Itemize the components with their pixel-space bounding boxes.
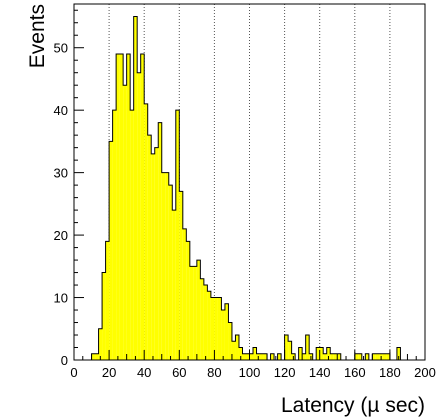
histogram-bar — [168, 185, 173, 360]
histogram-bar — [224, 303, 229, 360]
x-tick-label: 80 — [207, 365, 221, 380]
histogram-bar — [238, 347, 243, 360]
histogram-bar — [358, 353, 362, 360]
y-tick-label: 20 — [54, 228, 68, 243]
histogram-bar — [288, 341, 292, 360]
histogram-bar — [323, 353, 327, 360]
histogram-bar — [372, 353, 376, 360]
x-tick-label: 140 — [309, 365, 331, 380]
histogram-bar — [186, 241, 190, 360]
histogram-bar — [375, 353, 380, 360]
histogram-bar — [260, 353, 264, 360]
y-tick-label: 30 — [54, 166, 68, 181]
histogram-bar — [144, 103, 148, 361]
histogram-bar — [217, 297, 222, 360]
histogram-bar — [102, 272, 106, 360]
y-tick-label: 0 — [61, 353, 68, 368]
x-tick-label: 40 — [137, 365, 151, 380]
x-tick-label: 200 — [414, 365, 436, 380]
histogram-bar — [263, 353, 268, 360]
axis-ticks: 0 20 40 60 80 100 120 140 160 180 200 0 10 20 30 40 50 — [54, 9, 436, 380]
histogram-bar — [365, 353, 369, 360]
histogram-bar — [228, 322, 232, 360]
histogram-bar — [235, 335, 239, 360]
histogram-bar — [207, 291, 211, 360]
histogram-bar — [231, 341, 236, 360]
histogram-bars — [91, 15, 408, 361]
histogram-bar — [91, 353, 96, 360]
x-tick-label: 60 — [172, 365, 186, 380]
histogram-bar — [158, 122, 162, 361]
histogram-bar — [165, 172, 169, 360]
histogram-bar — [140, 53, 145, 361]
histogram-bar — [200, 278, 204, 360]
histogram-bar — [382, 353, 387, 360]
histogram-bar — [298, 347, 303, 360]
x-tick-label: 0 — [70, 365, 77, 380]
histogram-bar — [172, 210, 176, 360]
histogram-bar — [270, 353, 275, 360]
histogram-bar — [319, 347, 324, 360]
histogram-bar — [95, 353, 99, 360]
histogram-bar — [151, 153, 155, 360]
histogram-bar — [249, 353, 254, 360]
histogram-bar — [386, 353, 390, 360]
y-tick-label: 40 — [54, 103, 68, 118]
histogram-bar — [130, 110, 134, 360]
y-tick-label: 50 — [54, 41, 68, 56]
x-tick-label: 160 — [344, 365, 366, 380]
histogram-bar — [154, 147, 159, 360]
histogram-bar — [109, 141, 113, 360]
histogram-bar — [137, 72, 141, 360]
y-tick-label: 10 — [54, 291, 68, 306]
histogram-bar — [105, 241, 110, 360]
histogram-bar — [119, 53, 124, 361]
histogram-bar — [203, 285, 208, 360]
histogram-bar — [305, 335, 310, 360]
histogram-bar — [316, 347, 320, 360]
histogram-bar — [175, 110, 180, 360]
histogram-bar — [161, 172, 166, 360]
histogram-bar — [245, 353, 250, 360]
histogram-bar — [182, 228, 187, 360]
histogram-bar — [147, 135, 152, 360]
histogram-bar — [133, 16, 138, 360]
x-axis-title: Latency (µ sec) — [281, 394, 425, 417]
histogram-bar — [253, 347, 257, 360]
x-tick-label: 120 — [274, 365, 296, 380]
histogram-bar — [116, 53, 120, 361]
histogram-bar — [337, 353, 341, 360]
x-tick-label: 180 — [379, 365, 401, 380]
histogram-bar — [210, 297, 215, 360]
histogram-bar — [221, 310, 225, 360]
x-tick-label: 20 — [102, 365, 116, 380]
histogram-bar — [330, 353, 334, 360]
histogram-bar — [214, 297, 218, 360]
histogram-bar — [98, 328, 103, 360]
histogram-bar — [396, 347, 401, 360]
histogram-bar — [242, 353, 246, 360]
histogram-bar — [333, 353, 338, 360]
histogram-bar — [284, 335, 289, 360]
histogram-bar — [179, 191, 183, 360]
histogram-bar — [302, 353, 306, 360]
histogram-bar — [126, 53, 131, 361]
histogram-bar — [193, 266, 197, 360]
histogram-bar — [123, 85, 127, 360]
y-axis-title: Events — [26, 4, 49, 68]
histogram-bar — [112, 110, 117, 360]
histogram-bar — [354, 353, 359, 360]
x-tick-label: 100 — [239, 365, 261, 380]
histogram-bar — [189, 266, 194, 360]
histogram-bar — [326, 347, 331, 360]
histogram-bar — [196, 260, 201, 360]
histogram-bar — [277, 353, 282, 360]
